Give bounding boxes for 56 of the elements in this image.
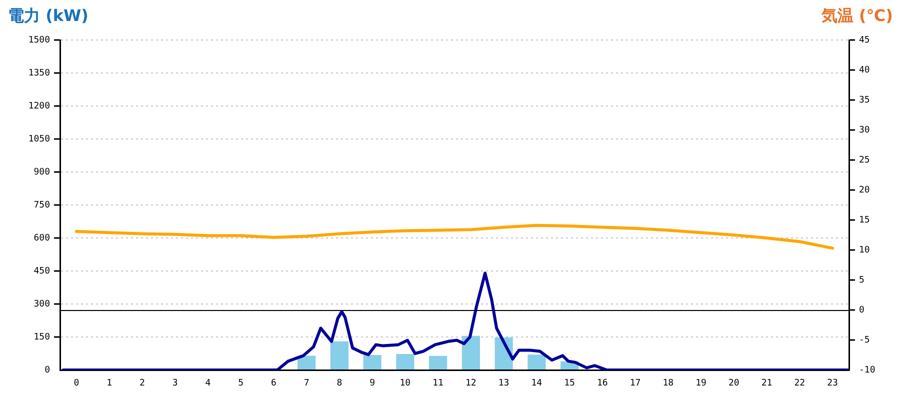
- y-axis-title: 電力 (kW): [8, 6, 88, 26]
- bar: [429, 356, 448, 370]
- x-tick-label: 4: [205, 378, 211, 389]
- x-tick-label: 23: [827, 378, 838, 389]
- y2-tick-label: 25: [859, 155, 870, 166]
- bar: [462, 336, 480, 370]
- x-tick-label: 3: [172, 378, 178, 389]
- x-tick-label: 17: [630, 378, 641, 389]
- y2-tick-label: 30: [859, 125, 870, 136]
- x-tick-label: 15: [564, 378, 575, 389]
- x-tick-label: 9: [370, 378, 376, 389]
- x-tick-label: 10: [400, 378, 411, 389]
- x-tick-label: 6: [270, 378, 276, 389]
- x-tick-label: 8: [336, 378, 342, 389]
- x-tick-label: 22: [794, 378, 806, 389]
- y2-tick-label: 45: [859, 35, 870, 46]
- y-tick-label: 1500: [28, 35, 50, 46]
- y-tick-label: 150: [34, 332, 50, 342]
- y2-tick-label: 20: [859, 185, 870, 196]
- x-tick-label: 13: [498, 378, 510, 389]
- y2-tick-label: -10: [859, 365, 876, 376]
- x-tick-label: 16: [597, 378, 608, 389]
- x-tick-label: 7: [304, 378, 310, 389]
- y2-axis-title: 気温 (℃): [821, 6, 893, 26]
- bar: [363, 355, 382, 370]
- y2-tick-label: 0: [859, 305, 864, 316]
- y2-tick-label: -5: [859, 335, 870, 346]
- y2-tick-label: 5: [859, 275, 864, 286]
- x-tick-label: 21: [761, 378, 772, 389]
- y2-tick-label: 35: [859, 95, 870, 106]
- y-tick-label: 450: [34, 266, 50, 276]
- y-tick-label: 1350: [28, 68, 50, 78]
- bar: [298, 356, 316, 370]
- x-tick-label: 20: [728, 378, 740, 389]
- y-tick-label: 1050: [28, 134, 50, 144]
- x-tick-label: 11: [432, 378, 444, 389]
- x-tick-label: 5: [238, 378, 244, 389]
- x-tick-label: 1: [106, 378, 112, 389]
- x-tick-label: 18: [662, 378, 674, 389]
- y2-tick-label: 15: [859, 215, 870, 226]
- bar: [396, 354, 414, 370]
- bar: [528, 354, 546, 370]
- x-tick-label: 14: [531, 378, 542, 389]
- x-tick-label: 0: [74, 378, 80, 389]
- y-tick-label: 300: [34, 299, 50, 310]
- x-tick-label: 19: [696, 378, 706, 389]
- x-tick-label: 12: [466, 378, 476, 389]
- y2-tick-label: 40: [859, 65, 870, 76]
- bar: [330, 341, 348, 370]
- y-tick-label: 1200: [28, 101, 50, 112]
- y-tick-label: 750: [34, 200, 50, 210]
- x-tick-label: 2: [139, 378, 145, 389]
- y-tick-label: 900: [34, 167, 50, 178]
- y-tick-label: 0: [44, 365, 50, 376]
- y-tick-label: 600: [34, 233, 50, 244]
- y2-tick-label: 10: [859, 245, 870, 256]
